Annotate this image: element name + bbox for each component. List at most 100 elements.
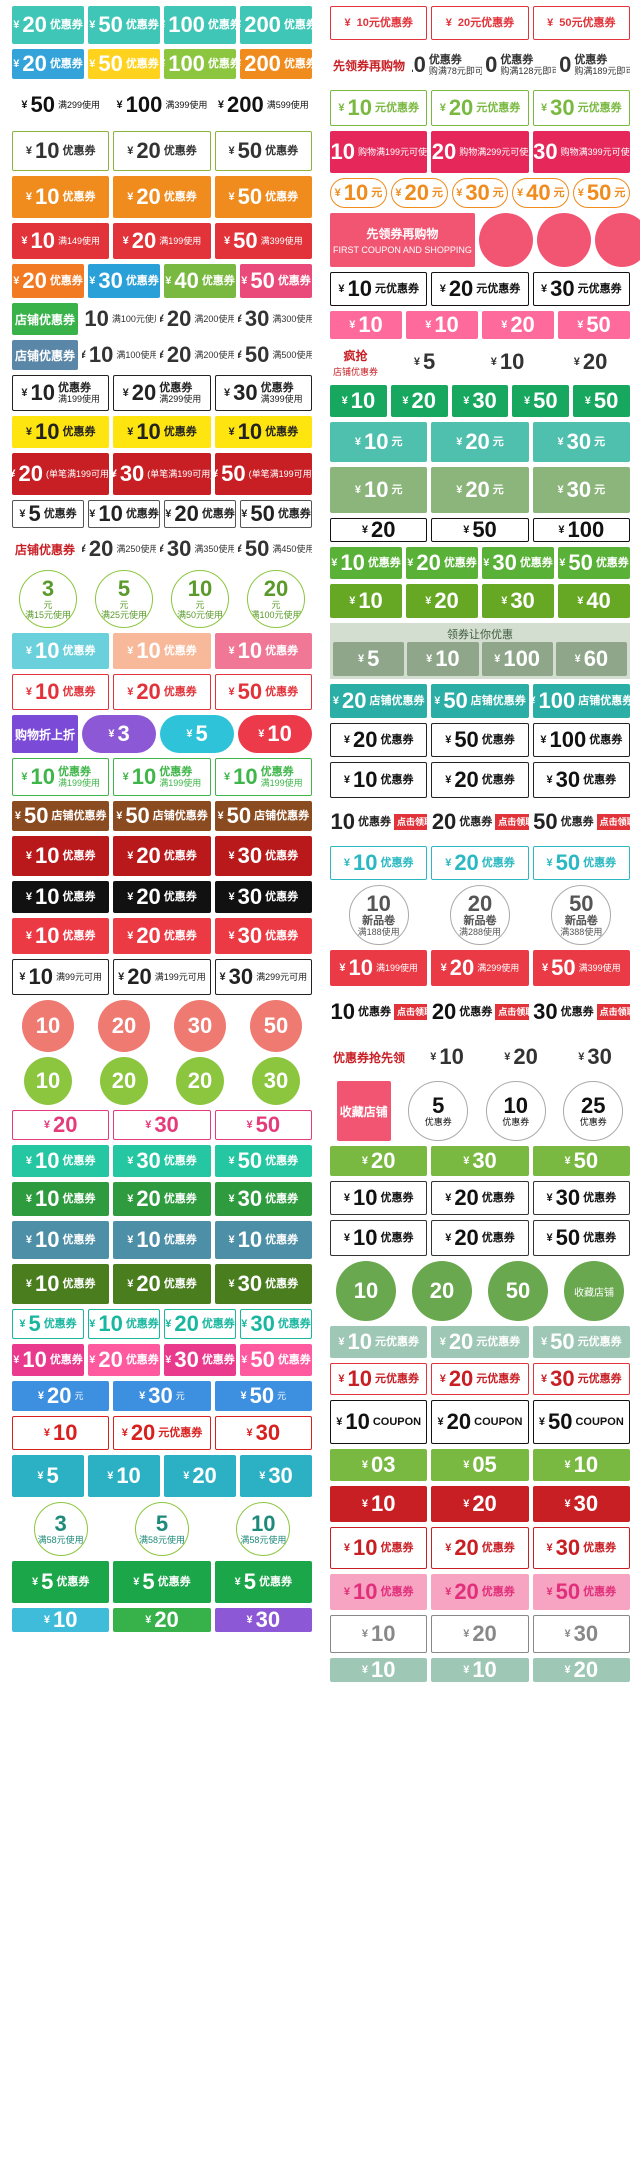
coupon-left-r2-1[interactable]: ¥50 优惠券 xyxy=(88,49,160,79)
coupon-left-r10-1[interactable]: ¥20 优惠券 满299使用 xyxy=(113,375,211,411)
coupon-left-r30-0[interactable]: ¥10 优惠券 xyxy=(12,1221,110,1259)
coupon-left-r15-0[interactable]: 3 元满15元使用 xyxy=(19,570,77,628)
coupon-left-r12-1[interactable]: ¥30 (单笔满199可用) xyxy=(113,453,211,495)
coupon-left-r7-3[interactable]: ¥50 优惠券 xyxy=(240,264,312,298)
coupon-right-r12-1[interactable]: ¥20 元 xyxy=(431,467,529,513)
coupon-right-r8-3[interactable]: ¥50 xyxy=(558,311,630,339)
coupon-right-r13-2[interactable]: ¥100 xyxy=(532,518,630,542)
coupon-left-r36-0[interactable]: ¥5 xyxy=(12,1455,84,1497)
receive-button[interactable]: 点击领取 xyxy=(393,813,428,831)
collect-shop-button[interactable]: 收藏店铺 xyxy=(564,1261,624,1321)
coupon-right-r24-0[interactable]: ¥10优惠券点击领取 xyxy=(330,991,428,1033)
coupon-right-r18-1[interactable]: ¥50 优惠券 xyxy=(431,723,529,757)
coupon-left-r29-0[interactable]: ¥10 优惠券 xyxy=(12,1182,110,1216)
coupon-right-r22-2[interactable]: 50 新品卷 满388使用 xyxy=(551,885,612,945)
coupon-left-r16-0[interactable]: ¥10 优惠券 xyxy=(12,633,110,669)
coupon-left-r35-1[interactable]: ¥20 元优惠券 xyxy=(113,1416,211,1450)
coupon-right-r38-1[interactable]: ¥20 xyxy=(431,1615,529,1653)
coupon-right-r21-1[interactable]: ¥20 优惠券 xyxy=(431,846,529,880)
coupon-right-r9-2[interactable]: ¥20 xyxy=(551,344,630,380)
coupon-right-r32-2[interactable]: ¥30 元优惠券 xyxy=(532,1363,630,1395)
coupon-left-r6-1[interactable]: ¥20 满199使用 xyxy=(113,223,211,259)
coupon-left-r35-2[interactable]: ¥30 xyxy=(214,1416,312,1450)
coupon-right-r9-0[interactable]: ¥5 xyxy=(385,344,464,380)
coupon-left-r13-1[interactable]: ¥10 优惠券 xyxy=(88,500,160,528)
coupon-left-r37-2[interactable]: 10 满58元使用 xyxy=(236,1502,291,1556)
coupon-left-r31-0[interactable]: ¥10 优惠券 xyxy=(12,1264,110,1304)
coupon-left-r28-0[interactable]: ¥10 优惠券 xyxy=(12,1145,110,1177)
coupon-left-r32-3[interactable]: ¥30 优惠券 xyxy=(240,1309,312,1339)
coupon-right-r1-2[interactable]: ¥50元优惠券 xyxy=(532,6,630,40)
coupon-right-r26-2[interactable]: 25 优惠券 xyxy=(563,1081,624,1141)
coupon-right-r21-2[interactable]: ¥50 优惠券 xyxy=(532,846,630,880)
receive-button[interactable]: 点击领取 xyxy=(596,813,630,831)
coupon-left-r33-1[interactable]: ¥20 优惠券 xyxy=(88,1344,160,1376)
coupon-left-r20-2[interactable]: ¥50 店铺优惠券 xyxy=(214,801,312,831)
coupon-left-r32-2[interactable]: ¥20 优惠券 xyxy=(164,1309,236,1339)
coupon-right-r14-0[interactable]: ¥10 优惠券 xyxy=(330,547,402,579)
coupon-left-r26-2[interactable]: 20 xyxy=(176,1057,224,1105)
coupon-right-r4-0[interactable]: ¥10购物满199元可使用 xyxy=(330,131,428,173)
coupon-left-r15-2[interactable]: 10 元满50元使用 xyxy=(171,570,229,628)
coupon-right-r7-1[interactable]: ¥20 元优惠券 xyxy=(431,272,529,306)
coupon-left-r13-3[interactable]: ¥50 优惠券 xyxy=(240,500,312,528)
coupon-left-r20-0[interactable]: ¥50 店铺优惠券 xyxy=(12,801,110,831)
coupon-left-r36-2[interactable]: ¥20 xyxy=(164,1455,236,1497)
coupon-left-r35-0[interactable]: ¥10 xyxy=(12,1416,110,1450)
coupon-right-r25-1[interactable]: ¥20 xyxy=(486,1038,556,1076)
coupon-right-r35-0[interactable]: ¥10 xyxy=(330,1486,428,1522)
coupon-left-r3-0[interactable]: ¥50 满299使用 xyxy=(12,84,109,126)
coupon-left-r26-0[interactable]: 10 xyxy=(24,1057,72,1105)
coupon-right-r24-1[interactable]: ¥20优惠券点击领取 xyxy=(431,991,529,1033)
coupon-left-r32-1[interactable]: ¥10 优惠券 xyxy=(88,1309,160,1339)
coupon-left-r33-3[interactable]: ¥50 优惠券 xyxy=(240,1344,312,1376)
coupon-right-r34-1[interactable]: ¥05 xyxy=(431,1449,529,1481)
receive-button[interactable]: 点击领取 xyxy=(495,1003,529,1021)
coupon-right-r24-2[interactable]: ¥30优惠券点击领取 xyxy=(532,991,630,1033)
coupon-right-r22-0[interactable]: 10 新品卷 满188使用 xyxy=(348,885,409,945)
coupon-left-r22-2[interactable]: ¥30 优惠券 xyxy=(214,881,312,913)
coupon-left-r30-2[interactable]: ¥10 优惠券 xyxy=(214,1221,312,1259)
coupon-right-r18-0[interactable]: ¥20 优惠券 xyxy=(330,723,428,757)
coupon-right-r26-1[interactable]: 10 优惠券 xyxy=(485,1081,546,1141)
coupon-left-r34-2[interactable]: ¥50 元 xyxy=(214,1381,312,1411)
coupon-left-r38-0[interactable]: ¥5 优惠券 xyxy=(12,1561,110,1603)
coupon-right-r5-2[interactable]: ¥30 元 xyxy=(451,178,509,208)
coupon-left-r19-1[interactable]: ¥10 优惠券 满199使用 xyxy=(113,758,211,796)
coupon-left-r23-1[interactable]: ¥20 优惠券 xyxy=(113,918,211,954)
coupon-left-r2-0[interactable]: ¥20 优惠券 xyxy=(12,49,84,79)
coupon-left-r33-0[interactable]: ¥10 优惠券 xyxy=(12,1344,84,1376)
coupon-right-r25-2[interactable]: ¥30 xyxy=(560,1038,630,1076)
coupon-left-r3-1[interactable]: ¥100 满399使用 xyxy=(113,84,210,126)
coupon-right-r8-1[interactable]: ¥10 xyxy=(406,311,478,339)
coupon-left-r28-2[interactable]: ¥50 优惠券 xyxy=(214,1145,312,1177)
coupon-right-r23-1[interactable]: ¥20 满299使用 xyxy=(431,950,529,986)
coupon-left-r37-0[interactable]: 3 满58元使用 xyxy=(33,1502,88,1556)
coupon-left-r12-0[interactable]: ¥20 (单笔满199可用) xyxy=(12,453,110,495)
coupon-right-r20-2[interactable]: ¥50优惠券点击领取 xyxy=(532,803,630,841)
coupon-left-r16-1[interactable]: ¥10 优惠券 xyxy=(113,633,211,669)
coupon-right-r15-1[interactable]: ¥20 xyxy=(406,584,478,618)
receive-button[interactable]: 点击领取 xyxy=(596,1003,630,1021)
coupon-left-r8-1[interactable]: ¥20 满200使用 xyxy=(160,303,234,335)
coupon-left-r22-1[interactable]: ¥20 优惠券 xyxy=(113,881,211,913)
coupon-right-r19-2[interactable]: ¥30 优惠券 xyxy=(532,762,630,798)
coupon-right-r7-0[interactable]: ¥10 元优惠券 xyxy=(330,272,428,306)
coupon-left-r21-0[interactable]: ¥10 优惠券 xyxy=(12,836,110,876)
coupon-right-r23-0[interactable]: ¥10 满199使用 xyxy=(330,950,428,986)
coupon-right-r32-0[interactable]: ¥10 元优惠券 xyxy=(330,1363,428,1395)
coupon-left-r17-0[interactable]: ¥10 优惠券 xyxy=(12,674,110,710)
coupon-left-r17-2[interactable]: ¥50 优惠券 xyxy=(214,674,312,710)
coupon-right-r9-1[interactable]: ¥10 xyxy=(468,344,547,380)
coupon-left-r31-1[interactable]: ¥20 优惠券 xyxy=(113,1264,211,1304)
coupon-right-r20-1[interactable]: ¥20优惠券点击领取 xyxy=(431,803,529,841)
coupon-right-r15-0[interactable]: ¥10 xyxy=(330,584,402,618)
coupon-left-r14-1[interactable]: ¥30 满350使用 xyxy=(160,533,234,565)
coupon-right-r1-1[interactable]: ¥20元优惠券 xyxy=(431,6,529,40)
coupon-right-r11-1[interactable]: ¥20 元 xyxy=(431,422,529,462)
coupon-right-r19-0[interactable]: ¥10 优惠券 xyxy=(330,762,428,798)
coupon-right-r38-0[interactable]: ¥10 xyxy=(330,1615,428,1653)
coupon-left-r7-1[interactable]: ¥30 优惠券 xyxy=(88,264,160,298)
